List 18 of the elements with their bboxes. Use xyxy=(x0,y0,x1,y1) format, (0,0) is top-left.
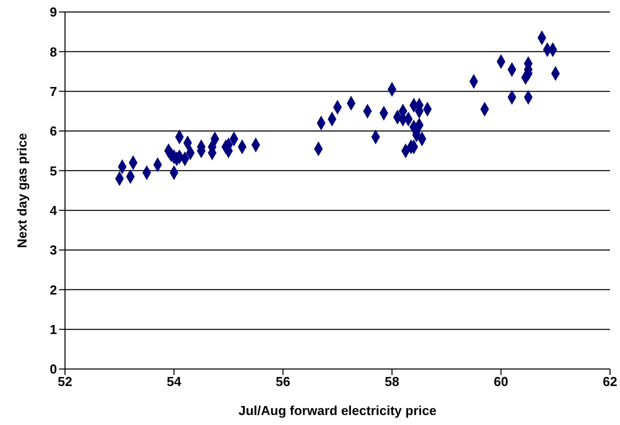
y-tick-label: 9 xyxy=(50,4,57,20)
y-tick-label: 8 xyxy=(50,44,57,60)
x-axis-title: Jul/Aug forward electricity price xyxy=(238,403,436,418)
y-axis-title: Next day gas price xyxy=(14,133,30,248)
x-tick-label: 52 xyxy=(58,374,72,390)
x-tick-label: 54 xyxy=(166,374,182,390)
y-tick-label: 7 xyxy=(50,84,57,99)
y-tick-label: 1 xyxy=(50,322,57,337)
x-tick-label: 56 xyxy=(276,374,290,390)
y-tick-label: 6 xyxy=(50,124,57,139)
y-tick-label: 4 xyxy=(50,202,58,218)
x-tick-label: 62 xyxy=(602,374,618,390)
y-tick-label: 0 xyxy=(50,362,57,377)
y-tick-label: 5 xyxy=(50,163,57,178)
x-tick-label: 58 xyxy=(384,374,400,390)
y-tick-label: 3 xyxy=(50,242,57,258)
y-tick-label: 2 xyxy=(50,282,57,298)
x-tick-label: 60 xyxy=(494,374,508,390)
